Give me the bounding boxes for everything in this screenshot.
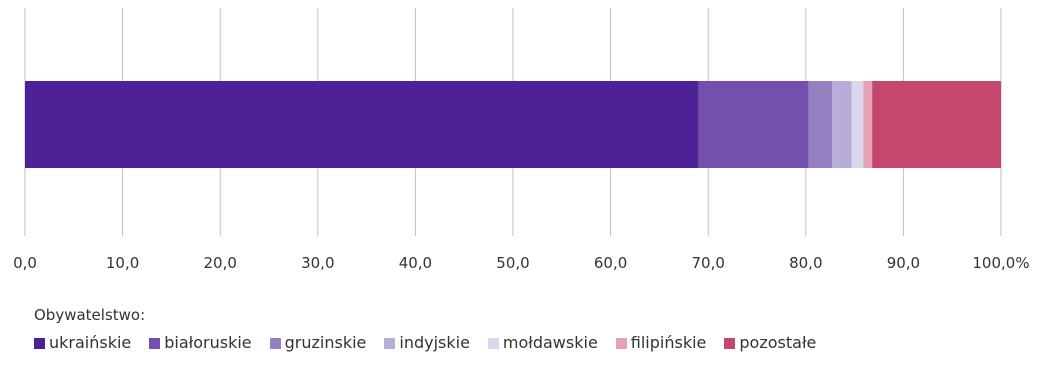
bar-segment-mołdawskie [851,81,864,168]
legend-item: filipińskie [615,333,707,352]
x-tick-label: 40,0 [399,254,432,272]
legend: Obywatelstwo: ukraińskie białoruskie gruzi… [34,306,834,352]
legend-item: pozostałe [724,334,816,352]
x-tick-label: 80,0 [789,254,822,272]
bar-segment-ukraińskie [25,81,699,168]
stacked-bar-chart: 0,0 10,0 20,0 30,0 40,0 50,0 60,0 70,0 80,0 90,0 1… [13,8,1030,272]
x-tick-label: 90,0 [887,254,920,272]
x-tick-label: 30,0 [301,254,334,272]
bar-segment-indyjskie [832,81,852,168]
bar-segment-pozostałe [872,81,1001,168]
legend-item: gruzinskie [269,333,367,352]
legend-items: ukraińskie białoruskie gruzinskie indyjskie… [34,334,834,352]
legend-swatch [487,337,499,349]
x-tick-label: 70,0 [691,254,724,272]
legend-label: indyjskie [399,333,470,352]
bar-segments [25,81,1001,168]
x-tick-label: 100,0% [972,254,1029,272]
legend-swatch [269,337,281,349]
legend-item: ukraińskie [34,334,131,352]
x-tick-label: 10,0 [106,254,139,272]
x-axis-tick-labels: 0,0 10,0 20,0 30,0 40,0 50,0 60,0 70,0 80,0 90,0 1… [13,254,1030,272]
bar-segment-gruzinskie [808,81,833,168]
legend-swatch [615,337,627,349]
x-tick-label: 60,0 [594,254,627,272]
legend-label: gruzinskie [284,333,367,352]
x-tick-label: 20,0 [203,254,236,272]
legend-label: białoruskie [164,333,252,352]
legend-title: Obywatelstwo: [34,306,146,324]
legend-item: mołdawskie [487,333,598,352]
x-tick-label: 0,0 [13,254,37,272]
x-tick-label: 50,0 [496,254,529,272]
legend-swatch [724,337,736,349]
bar-segment-białoruskie [698,81,809,168]
legend-label: mołdawskie [502,333,598,352]
legend-swatch [34,337,45,349]
legend-item: białoruskie [149,333,252,352]
legend-label: pozostałe [739,333,817,352]
legend-label: ukraińskie [49,333,132,352]
legend-swatch [384,337,396,349]
legend-item: indyjskie [384,334,470,352]
legend-swatch [149,337,161,349]
bar-segment-filipińskie [863,81,873,168]
legend-label: filipińskie [630,333,707,352]
